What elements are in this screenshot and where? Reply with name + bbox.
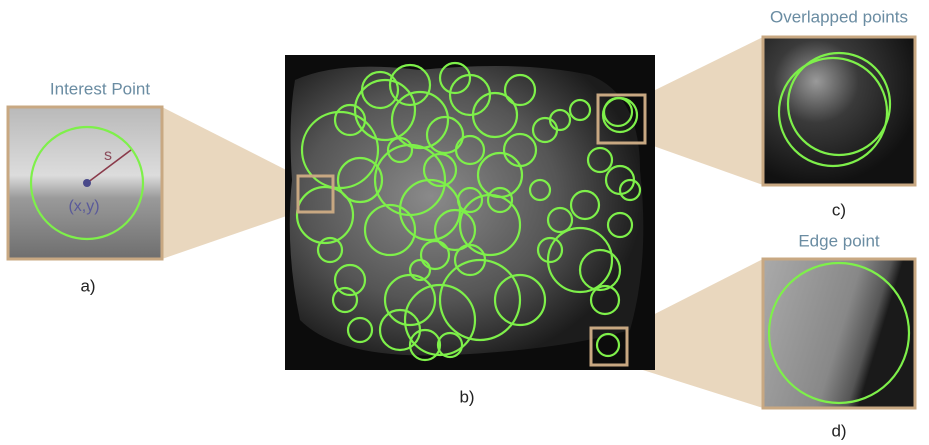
panel-title: Overlapped points xyxy=(770,7,908,26)
zoom-funnel xyxy=(645,37,763,185)
panel-caption: c) xyxy=(832,200,846,219)
panel-title: Edge point xyxy=(798,231,880,250)
scale-label: s xyxy=(104,147,112,164)
center-dot xyxy=(83,179,91,187)
patch-image xyxy=(763,259,915,408)
panel-title: Interest Point xyxy=(50,79,150,98)
panel-caption: d) xyxy=(831,421,846,440)
panel-caption: b) xyxy=(459,387,474,406)
zoom-funnel xyxy=(162,107,298,259)
position-label: (x,y) xyxy=(68,198,99,215)
panel-caption: a) xyxy=(80,276,95,295)
figure: s (x,y) Interest Point a) b) Overlapped … xyxy=(0,0,929,445)
